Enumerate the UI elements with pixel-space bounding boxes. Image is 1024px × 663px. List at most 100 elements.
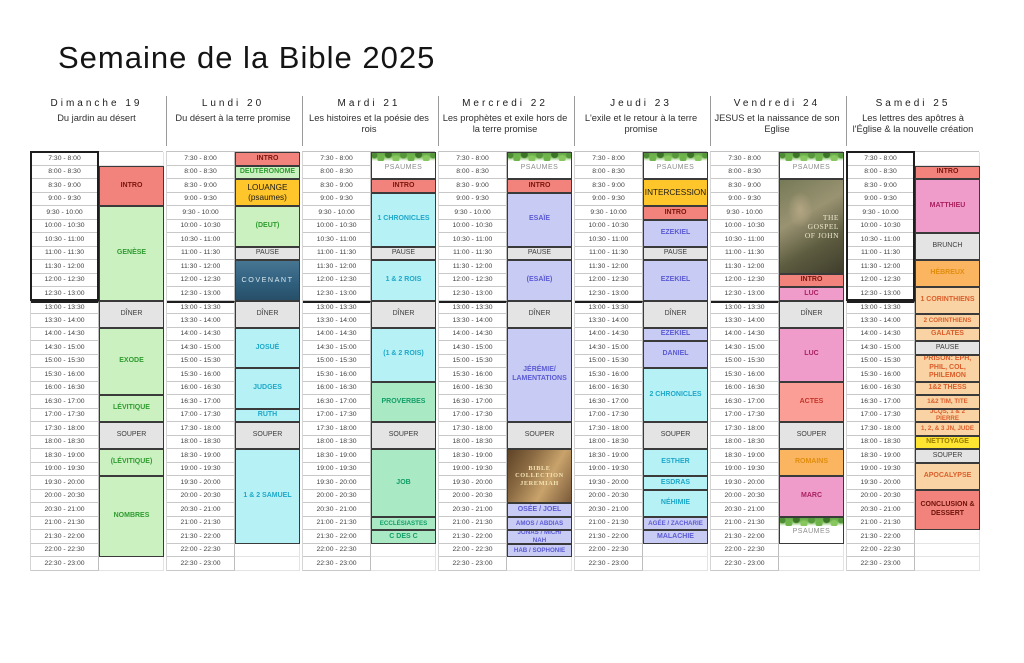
event-intro: INTRO <box>371 179 436 193</box>
time-slot: 20:00 - 20:30 <box>167 489 235 503</box>
event-label: PSAUMES <box>792 528 831 536</box>
event-souper: SOUPER <box>235 422 300 449</box>
time-slot: 13:00 - 13:30 <box>711 300 779 314</box>
event-proverbes: PROVERBES <box>371 381 436 422</box>
event-label: INTRO <box>800 276 823 284</box>
day-header: Dimanche 19 Du jardin au désert <box>30 96 163 146</box>
event-label: DANIEL <box>662 350 689 358</box>
time-slot: 15:30 - 16:00 <box>167 368 235 382</box>
event-label: DÎNER <box>528 309 551 317</box>
time-slot: 17:00 - 17:30 <box>31 408 99 422</box>
time-slot: 9:30 - 10:00 <box>439 206 507 220</box>
event-diner: DÎNER <box>779 300 844 328</box>
time-slot: 9:00 - 9:30 <box>167 192 235 206</box>
event-esaie: (ESAÏE) <box>507 260 572 301</box>
event-actes: ACTES <box>779 381 844 422</box>
time-slot: 7:30 - 8:00 <box>711 152 779 166</box>
event-matthieu: MATTHIEU <box>915 179 980 233</box>
time-slot: 11:30 - 12:00 <box>711 260 779 274</box>
event-label: ACTES <box>799 397 824 405</box>
day-subtitle: L'exile et le retour à la terre promise <box>584 113 698 134</box>
empty-cell <box>235 557 300 571</box>
time-slot: 22:00 - 22:30 <box>167 543 235 557</box>
time-slot: 10:30 - 11:00 <box>167 233 235 247</box>
event-souper: SOUPER <box>371 422 436 449</box>
empty-cell <box>779 543 844 557</box>
event-pause: PAUSE <box>371 246 436 260</box>
time-slot: 16:00 - 16:30 <box>31 381 99 395</box>
time-slot: 16:30 - 17:00 <box>711 395 779 409</box>
day-column-dimanche-19: Dimanche 19 Du jardin au désert 7:30 - 8:0… <box>30 96 164 571</box>
time-slot: 20:30 - 21:00 <box>711 503 779 517</box>
event-pause: PAUSE <box>507 246 572 260</box>
day-grid: 7:30 - 8:00 8:00 - 8:30 8:30 - 9:00 9:00 - … <box>166 151 300 571</box>
event-diner: DÎNER <box>643 300 708 328</box>
event-marc: MARC <box>779 476 844 517</box>
event-esdras: ESDRAS <box>643 476 708 490</box>
time-slot: 10:00 - 10:30 <box>575 219 643 233</box>
day-name: Dimanche 19 <box>50 98 143 109</box>
time-slot: 17:30 - 18:00 <box>167 422 235 436</box>
event-label: 1 CORINTHIENS <box>920 296 975 304</box>
day-name: Mercredi 22 <box>462 98 548 109</box>
event-label: AGÉE / ZACHARIE <box>648 519 703 527</box>
event-label: 1&2 THESS <box>928 384 967 392</box>
time-slot: 11:30 - 12:00 <box>31 260 99 274</box>
time-slot: 7:30 - 8:00 <box>167 152 235 166</box>
event-1-corinthiens: 1 CORINTHIENS <box>915 287 980 314</box>
time-slot: 21:30 - 22:00 <box>439 530 507 544</box>
event-psaumes: PSAUMES <box>779 516 844 544</box>
time-slot: 7:30 - 8:00 <box>31 152 99 166</box>
event-label: 1 CHRONICLES <box>377 215 430 223</box>
time-slot: 21:00 - 21:30 <box>303 516 371 530</box>
day-column-mardi-21: Mardi 21 Les histoires et la poésie des r… <box>302 96 436 571</box>
time-slot: 9:30 - 10:00 <box>167 206 235 220</box>
time-slot: 10:30 - 11:00 <box>31 233 99 247</box>
time-slot: 10:30 - 11:00 <box>575 233 643 247</box>
event-souper: SOUPER <box>779 422 844 449</box>
event-2-chronicles: 2 CHRONICLES <box>643 368 708 422</box>
time-slot: 17:00 - 17:30 <box>575 408 643 422</box>
time-slot: 13:30 - 14:00 <box>167 314 235 328</box>
time-slot: 8:00 - 8:30 <box>847 165 915 179</box>
time-slot: 13:00 - 13:30 <box>439 300 507 314</box>
event-esther: ESTHER <box>643 449 708 476</box>
empty-cell <box>643 557 708 571</box>
time-slot: 18:00 - 18:30 <box>439 435 507 449</box>
time-slot: 8:30 - 9:00 <box>711 179 779 193</box>
event-label: ESTHER <box>661 458 690 466</box>
time-slot: 21:30 - 22:00 <box>303 530 371 544</box>
time-slot: 17:30 - 18:00 <box>303 422 371 436</box>
time-slot: 17:30 - 18:00 <box>575 422 643 436</box>
empty-cell <box>915 530 980 544</box>
time-slot: 15:00 - 15:30 <box>31 354 99 368</box>
time-slot: 8:00 - 8:30 <box>167 165 235 179</box>
time-slot: 21:00 - 21:30 <box>31 516 99 530</box>
event-psaumes: PSAUMES <box>779 152 844 179</box>
event-amos-abdias: AMOS / ABDIAS <box>507 516 572 530</box>
time-slot: 13:30 - 14:00 <box>847 314 915 328</box>
event-intro: INTRO <box>915 165 980 179</box>
time-slot: 18:00 - 18:30 <box>711 435 779 449</box>
time-slot: 11:30 - 12:00 <box>167 260 235 274</box>
event-agee-zacharie: AGÉE / ZACHARIE <box>643 516 708 530</box>
time-slot: 21:30 - 22:00 <box>31 530 99 544</box>
event-psaumes: PSAUMES <box>643 152 708 179</box>
time-slot: 21:30 - 22:00 <box>167 530 235 544</box>
event-label: INTRO <box>256 154 279 162</box>
event-label: THE GOSPEL OF JOHN <box>804 212 839 240</box>
time-slot: 19:30 - 20:00 <box>439 476 507 490</box>
event-label: DÎNER <box>664 309 687 317</box>
event-label: SOUPER <box>388 431 419 439</box>
event-label: 1 & 2 SAMUEL <box>243 492 292 500</box>
event-pause: PAUSE <box>235 246 300 260</box>
time-slot: 21:30 - 22:00 <box>711 530 779 544</box>
time-slot: 9:30 - 10:00 <box>575 206 643 220</box>
event-label: NETTOYAGE <box>926 438 969 446</box>
event-apocalypse: APOCALYPSE <box>915 462 980 490</box>
event-pause: PAUSE <box>643 246 708 260</box>
time-slot: 7:30 - 8:00 <box>303 152 371 166</box>
empty-cell <box>99 557 164 571</box>
time-slot: 12:00 - 12:30 <box>439 273 507 287</box>
event-label: NOMBRES <box>113 512 150 520</box>
